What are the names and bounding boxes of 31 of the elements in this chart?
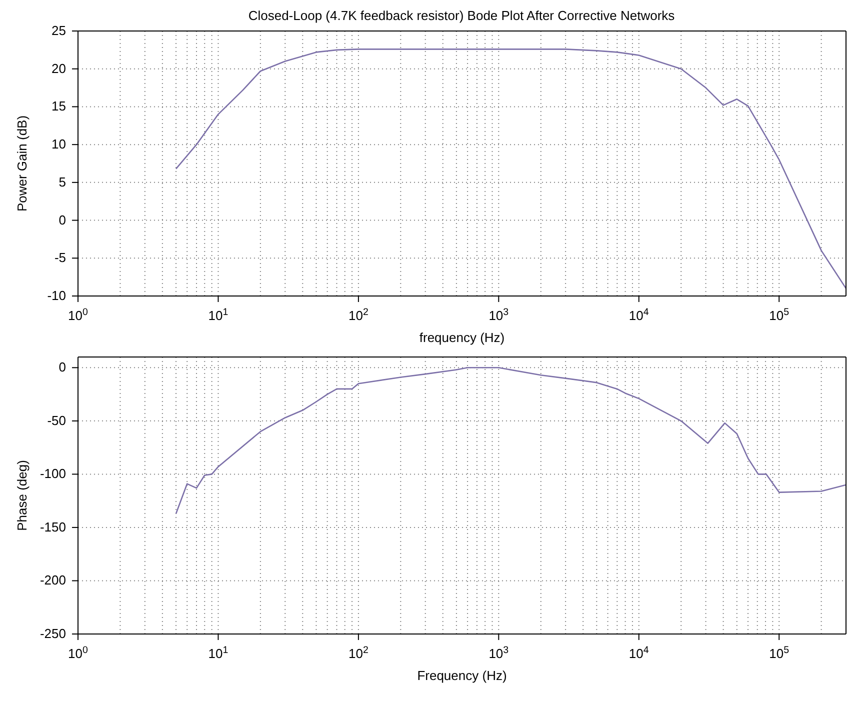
y-tick-label: -150 (40, 519, 66, 534)
x-tick-label: 10$^{1}$ (208, 306, 228, 323)
x-axis-title: frequency (Hz) (419, 330, 505, 345)
chart-title: Closed-Loop (4.7K feedback resistor) Bode Plot After Corrective Networks (247, 8, 676, 24)
x-tick-label: 10$^{1}$ (208, 644, 228, 661)
y-tick-label: -10 (47, 288, 66, 303)
y-tick-label: -5 (54, 250, 66, 266)
x-tick-label: 10$^{2}$ (348, 306, 368, 323)
x-tick-label: 10$^{5}$ (769, 644, 790, 661)
x-tick-label: 10$^{4}$ (628, 644, 650, 661)
y-tick-label: 25 (52, 23, 66, 38)
y-tick-label: 5 (58, 174, 66, 190)
y-tick-label: 10 (52, 136, 66, 152)
x-tick-label: 10$^{0}$ (68, 306, 89, 323)
y-tick-label: 0 (58, 212, 66, 228)
x-tick-label: 10$^{5}$ (769, 306, 790, 323)
y-tick-label: 15 (52, 98, 66, 114)
y-tick-label: 20 (52, 60, 66, 76)
y-tick-label: -200 (40, 572, 66, 588)
x-tick-label: 10$^{2}$ (348, 644, 368, 661)
x-tick-label: 10$^{3}$ (488, 644, 509, 661)
y-tick-label: -50 (47, 412, 66, 428)
x-tick-label: 10$^{4}$ (628, 306, 650, 323)
x-axis-title: Frequency (Hz) (417, 668, 507, 683)
y-tick-label: -250 (40, 626, 66, 641)
y-tick-label: 0 (58, 360, 66, 375)
x-tick-label: 10$^{0}$ (68, 644, 89, 661)
y-tick-label: -100 (40, 466, 66, 482)
y-axis-title: Phase (deg) (14, 460, 30, 531)
y-axis-title: Power Gain (dB) (14, 115, 30, 212)
x-tick-label: 10$^{3}$ (488, 306, 509, 323)
